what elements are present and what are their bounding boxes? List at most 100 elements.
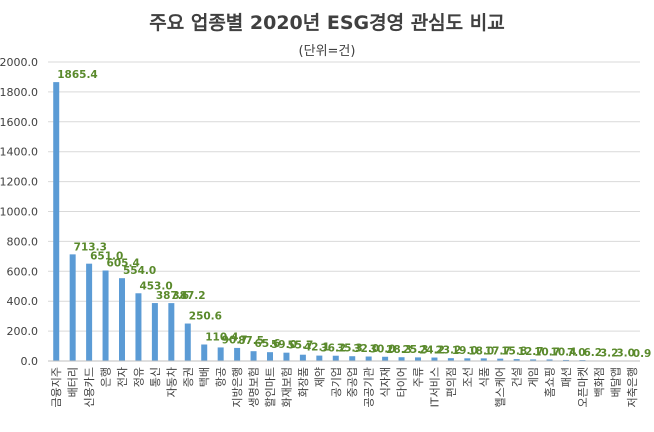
data-label: 3.2: [600, 348, 619, 360]
data-label: 713.3: [74, 241, 107, 253]
x-tick-label: 화재보험: [280, 367, 293, 407]
x-tick-label: 백화점: [593, 367, 606, 397]
data-label: 24.2: [419, 344, 445, 356]
x-tick-label: 통신: [149, 367, 162, 387]
bar: [234, 347, 241, 361]
bar: [283, 352, 290, 361]
data-label: 30.0: [370, 344, 396, 356]
x-tick-label: 정유: [132, 367, 145, 387]
data-label: 17.7: [485, 345, 511, 357]
bar: [431, 357, 438, 361]
bar: [250, 351, 257, 361]
x-tick-label: 조선: [461, 367, 474, 387]
data-label: 1865.4: [57, 69, 98, 81]
data-label: 453.0: [139, 280, 172, 292]
bar: [201, 344, 208, 361]
bar: [530, 359, 537, 361]
y-tick-label: 1400.0: [0, 146, 38, 159]
x-axis-ticks: 금융지주 배터리 신용카드 은행 전자 정유 통신 자동차 증권 택배 항공 지방은행 생명보험 할인마트…: [50, 367, 639, 407]
bar: [316, 355, 323, 361]
bar: [332, 355, 339, 361]
data-label: 55.7: [287, 340, 313, 352]
y-tick-label: 800.0: [7, 235, 39, 248]
data-label: 28.3: [386, 344, 412, 356]
bars: [53, 82, 635, 362]
bar: [480, 358, 487, 361]
bar: [382, 356, 389, 361]
x-tick-label: 은행: [100, 367, 113, 387]
data-label: 42.1: [304, 342, 330, 354]
data-label: 110.4: [205, 331, 238, 343]
bar: [415, 357, 421, 361]
data-label: 3.0: [616, 348, 635, 360]
x-tick-label: 식품: [478, 367, 491, 387]
bar: [365, 356, 372, 361]
y-axis-ticks: 0.0 200.0 400.0 600.0 800.0 1000.0 1200.0 1400.…: [0, 56, 38, 368]
data-label: 12.7: [518, 346, 544, 358]
y-tick-label: 400.0: [7, 295, 39, 308]
x-tick-label: 자동차: [165, 367, 178, 397]
x-tick-label: 헬스케어: [494, 367, 507, 407]
x-tick-label: 오픈마켓: [576, 367, 589, 407]
bar: [135, 293, 142, 361]
x-tick-label: 공공기관: [363, 367, 376, 407]
x-tick-label: 배터리: [67, 367, 80, 397]
x-tick-label: 전자: [116, 367, 129, 387]
x-tick-label: 중공업: [346, 367, 359, 397]
data-label: 6.2: [583, 347, 602, 359]
y-tick-label: 600.0: [7, 265, 39, 278]
x-tick-label: 홈쇼핑: [543, 367, 557, 397]
data-label: 19.0: [452, 345, 478, 357]
data-label: 35.3: [337, 343, 363, 355]
data-label: 32.0: [353, 343, 379, 355]
bar: [497, 358, 504, 361]
data-label: 15.8: [501, 346, 527, 358]
data-label: 23.2: [435, 345, 461, 357]
data-label: 59.0: [271, 339, 297, 351]
data-label: 65.6: [255, 338, 281, 350]
bar: [53, 82, 60, 361]
data-label: 36.2: [320, 343, 346, 355]
chart-subtitle: (단위=건): [299, 44, 356, 59]
data-label: 10.4: [551, 346, 577, 358]
data-label: 605.4: [107, 257, 140, 269]
bar: [546, 359, 553, 361]
bar: [464, 358, 471, 361]
bar: [398, 357, 405, 361]
x-tick-label: 금융지주: [50, 367, 63, 407]
gridlines: [48, 61, 640, 332]
x-tick-label: IT서비스: [428, 367, 441, 407]
x-tick-label: 패션: [560, 367, 573, 387]
data-label: 554.0: [123, 265, 156, 277]
x-tick-label: 항공: [215, 367, 228, 387]
x-tick-label: 저축은행: [626, 367, 639, 407]
x-tick-label: 건설: [511, 367, 524, 387]
x-tick-label: 할인마트: [264, 367, 277, 407]
data-label: 25.3: [403, 344, 429, 356]
x-tick-label: 편의점: [445, 367, 458, 397]
x-tick-label: 택배: [198, 367, 211, 387]
data-label: 10.7: [534, 346, 560, 358]
x-tick-label: 주류: [412, 367, 425, 387]
bar: [217, 347, 224, 361]
data-label: 87.5: [238, 335, 264, 347]
bar: [69, 254, 76, 361]
data-label: 18.0: [468, 345, 494, 357]
x-tick-label: 생명보험: [248, 367, 261, 407]
bar: [513, 359, 520, 361]
bar: [447, 358, 454, 361]
x-tick-label: 화장품: [297, 367, 310, 397]
chart-title: 주요 업종별 2020년 ESG경영 관심도 비교: [149, 12, 504, 34]
bar: [563, 359, 569, 361]
x-tick-label: 증권: [182, 367, 195, 387]
y-tick-label: 1800.0: [0, 86, 38, 99]
bar: [102, 270, 109, 361]
x-tick-label: 게임: [527, 367, 540, 387]
bar: [86, 263, 93, 361]
x-tick-label: 타이어: [396, 367, 409, 397]
data-label: 387.2: [172, 290, 205, 302]
y-tick-label: 200.0: [7, 325, 39, 338]
x-tick-label: 제약: [312, 367, 326, 387]
